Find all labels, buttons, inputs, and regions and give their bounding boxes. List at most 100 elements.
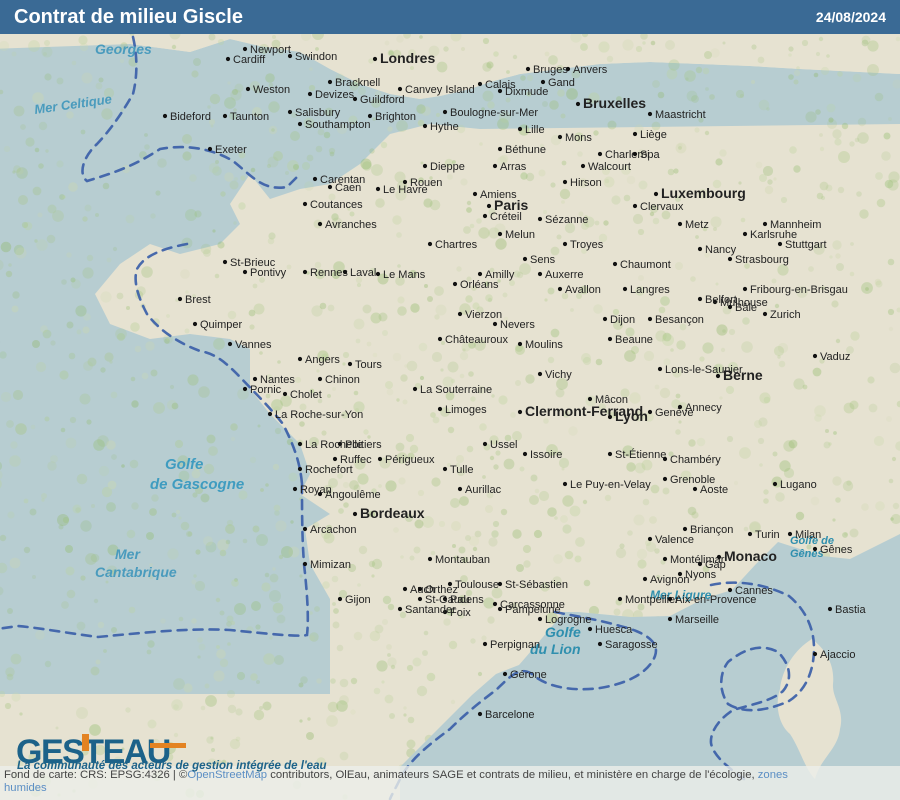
svg-text:La Rochelle: La Rochelle bbox=[305, 439, 363, 451]
svg-text:Golfe: Golfe bbox=[545, 624, 581, 640]
svg-text:Boulogne-sur-Mer: Boulogne-sur-Mer bbox=[450, 107, 538, 119]
svg-text:Swindon: Swindon bbox=[295, 51, 337, 63]
svg-text:Montélimar: Montélimar bbox=[670, 554, 725, 566]
svg-text:Briançon: Briançon bbox=[690, 524, 733, 536]
svg-text:Coutances: Coutances bbox=[310, 199, 363, 211]
svg-text:Limoges: Limoges bbox=[445, 404, 487, 416]
svg-text:Angoulême: Angoulême bbox=[325, 489, 381, 501]
svg-text:Châteauroux: Châteauroux bbox=[445, 334, 508, 346]
svg-text:Auxerre: Auxerre bbox=[545, 269, 584, 281]
svg-text:Milan: Milan bbox=[795, 529, 821, 541]
svg-text:Stuttgart: Stuttgart bbox=[785, 239, 827, 251]
svg-text:Santander: Santander bbox=[405, 604, 456, 616]
svg-text:Salisbury: Salisbury bbox=[295, 107, 341, 119]
svg-text:Weston: Weston bbox=[253, 84, 290, 96]
svg-text:Ruffec: Ruffec bbox=[340, 454, 372, 466]
svg-text:Exeter: Exeter bbox=[215, 144, 247, 156]
svg-text:Gênes: Gênes bbox=[790, 548, 824, 560]
svg-text:Golfe: Golfe bbox=[165, 456, 203, 473]
svg-text:Bruges: Bruges bbox=[533, 64, 568, 76]
svg-text:Strasbourg: Strasbourg bbox=[735, 254, 789, 266]
svg-text:Vierzon: Vierzon bbox=[465, 309, 502, 321]
svg-text:Bruxelles: Bruxelles bbox=[583, 95, 646, 111]
svg-text:Southampton: Southampton bbox=[305, 119, 370, 131]
svg-text:Aurillac: Aurillac bbox=[465, 484, 502, 496]
svg-text:Luxembourg: Luxembourg bbox=[661, 185, 746, 201]
svg-text:Turin: Turin bbox=[755, 529, 780, 541]
svg-text:Ajaccio: Ajaccio bbox=[820, 649, 855, 661]
svg-text:Rennes: Rennes bbox=[310, 267, 348, 279]
svg-text:Metz: Metz bbox=[685, 219, 709, 231]
svg-text:Bâle: Bâle bbox=[735, 302, 757, 314]
svg-text:Dixmude: Dixmude bbox=[505, 86, 548, 98]
svg-text:Walcourt: Walcourt bbox=[588, 161, 631, 173]
svg-text:Lugano: Lugano bbox=[780, 479, 817, 491]
svg-text:Le Mans: Le Mans bbox=[383, 269, 426, 281]
svg-text:Avranches: Avranches bbox=[325, 219, 377, 231]
svg-text:Aoste: Aoste bbox=[700, 484, 728, 496]
svg-text:Bordeaux: Bordeaux bbox=[360, 505, 425, 521]
svg-text:Gênes: Gênes bbox=[820, 544, 853, 556]
svg-text:Mâcon: Mâcon bbox=[595, 394, 628, 406]
svg-text:Cardiff: Cardiff bbox=[233, 54, 266, 66]
svg-text:Carentan: Carentan bbox=[320, 174, 365, 186]
svg-text:Amilly: Amilly bbox=[485, 269, 515, 281]
svg-text:Moulins: Moulins bbox=[525, 339, 563, 351]
svg-text:Arcachon: Arcachon bbox=[310, 524, 356, 536]
svg-text:Nevers: Nevers bbox=[500, 319, 535, 331]
svg-text:Laval: Laval bbox=[350, 267, 376, 279]
svg-text:Barcelone: Barcelone bbox=[485, 709, 535, 721]
svg-text:Troyes: Troyes bbox=[570, 239, 604, 251]
svg-text:de Gascogne: de Gascogne bbox=[150, 476, 244, 493]
svg-text:Cholet: Cholet bbox=[290, 389, 322, 401]
svg-text:Valence: Valence bbox=[655, 534, 694, 546]
svg-text:St-Étienne: St-Étienne bbox=[615, 448, 666, 461]
svg-text:Maastricht: Maastricht bbox=[655, 109, 706, 121]
svg-text:Perpignan: Perpignan bbox=[490, 639, 540, 651]
svg-text:Chartres: Chartres bbox=[435, 239, 478, 251]
svg-text:Chambéry: Chambéry bbox=[670, 454, 721, 466]
svg-text:Canvey Island: Canvey Island bbox=[405, 84, 475, 96]
svg-text:Chinon: Chinon bbox=[325, 374, 360, 386]
svg-text:Mons: Mons bbox=[565, 132, 592, 144]
svg-text:Bastia: Bastia bbox=[835, 604, 866, 616]
svg-text:Nancy: Nancy bbox=[705, 244, 737, 256]
svg-text:Chaumont: Chaumont bbox=[620, 259, 671, 271]
svg-text:Logrogne: Logrogne bbox=[545, 614, 592, 626]
svg-text:Pontivy: Pontivy bbox=[250, 267, 287, 279]
svg-text:Huesca: Huesca bbox=[595, 624, 633, 636]
svg-text:Belfort: Belfort bbox=[705, 294, 737, 306]
svg-text:Sézanne: Sézanne bbox=[545, 214, 588, 226]
svg-text:Béthune: Béthune bbox=[505, 144, 546, 156]
svg-text:Brest: Brest bbox=[185, 294, 211, 306]
svg-text:Marseille: Marseille bbox=[675, 614, 719, 626]
svg-text:Taunton: Taunton bbox=[230, 111, 269, 123]
svg-text:Clervaux: Clervaux bbox=[640, 201, 684, 213]
svg-text:Brighton: Brighton bbox=[375, 111, 416, 123]
svg-text:La Roche-sur-Yon: La Roche-sur-Yon bbox=[275, 409, 363, 421]
svg-text:Melun: Melun bbox=[505, 229, 535, 241]
svg-text:Arras: Arras bbox=[500, 161, 527, 173]
svg-text:St-Sébastien: St-Sébastien bbox=[505, 579, 568, 591]
svg-text:Liège: Liège bbox=[640, 129, 667, 141]
svg-text:Guildford: Guildford bbox=[360, 94, 405, 106]
svg-text:Monaco: Monaco bbox=[724, 548, 777, 564]
svg-text:Vannes: Vannes bbox=[235, 339, 272, 351]
svg-text:Montauban: Montauban bbox=[435, 554, 490, 566]
svg-text:Tulle: Tulle bbox=[450, 464, 473, 476]
svg-text:Zurich: Zurich bbox=[770, 309, 801, 321]
svg-text:Avignon: Avignon bbox=[650, 574, 690, 586]
svg-text:Ussel: Ussel bbox=[490, 439, 518, 451]
svg-text:Mimizan: Mimizan bbox=[310, 559, 351, 571]
svg-text:Fribourg-en-Brisgau: Fribourg-en-Brisgau bbox=[750, 284, 848, 296]
svg-text:Genève: Genève bbox=[655, 407, 694, 419]
svg-text:Berne: Berne bbox=[723, 367, 763, 383]
svg-text:Bideford: Bideford bbox=[170, 111, 211, 123]
svg-text:Londres: Londres bbox=[380, 50, 435, 66]
svg-text:Quimper: Quimper bbox=[200, 319, 243, 331]
svg-text:Besançon: Besançon bbox=[655, 314, 704, 326]
svg-text:Toulouse: Toulouse bbox=[455, 579, 499, 591]
svg-text:Mer: Mer bbox=[115, 546, 141, 562]
svg-text:Dieppe: Dieppe bbox=[430, 161, 465, 173]
svg-text:Vichy: Vichy bbox=[545, 369, 572, 381]
